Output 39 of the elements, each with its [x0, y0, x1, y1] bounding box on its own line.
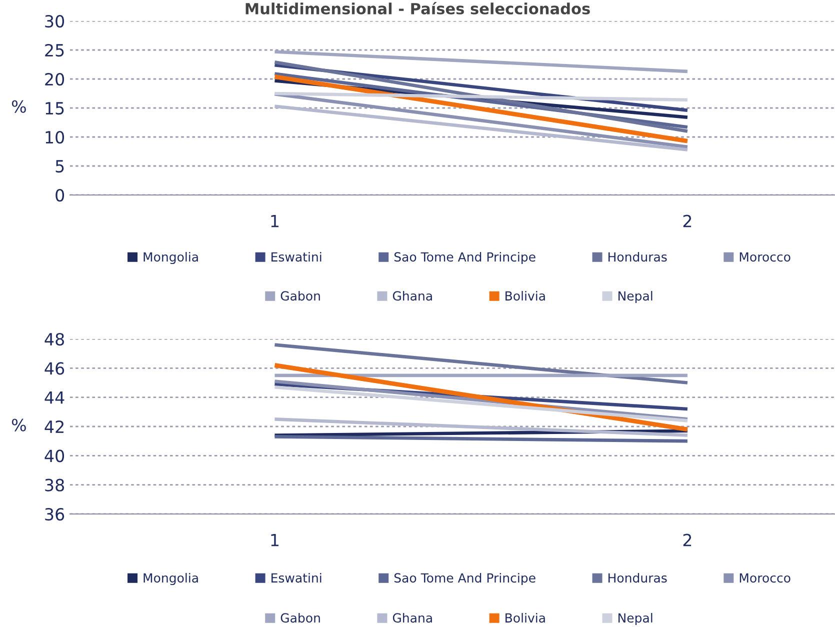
legend-label: Sao Tome And Principe [394, 572, 536, 586]
chart-title: Multidimensional - Países seleccionados [246, 2, 590, 14]
x-tick-label: 1 [271, 534, 278, 546]
y-tick-label: 10 [46, 130, 64, 144]
y-tick-label: 0 [56, 188, 64, 202]
y-tick-label: 15 [46, 102, 64, 115]
y-tick-label: 20 [45, 72, 64, 86]
legend-label: Nepal [618, 612, 652, 626]
legend-label: Bolivia [506, 290, 545, 301]
x-tick-label: 1 [271, 214, 278, 228]
legend-label: Honduras [608, 572, 667, 583]
y-axis-title: % [12, 418, 26, 432]
legend-label: Morocco [740, 252, 790, 262]
y-tick-label: 36 [45, 508, 64, 521]
y-tick-label: 38 [45, 478, 64, 492]
legend-label: Bolivia [506, 612, 545, 623]
legend-label: Honduras [608, 252, 667, 262]
legend-label: Mongolia [144, 572, 198, 586]
x-tick-label: 2 [683, 214, 692, 228]
legend-label: Gabon [280, 612, 320, 623]
legend-label: Ghana [392, 290, 432, 301]
y-tick-label: 46 [44, 362, 64, 375]
x-tick-label: 2 [683, 534, 692, 546]
y-tick-label: 25 [45, 44, 64, 57]
y-tick-label: 48 [44, 332, 64, 346]
y-tick-label: 5 [56, 160, 64, 173]
legend-label: Mongolia [144, 252, 198, 264]
legend-label: Eswatini [272, 572, 322, 583]
legend-label: Gabon [280, 290, 320, 301]
y-axis-title: % [12, 100, 26, 113]
legend-label: Nepal [618, 290, 652, 304]
legend-label: Eswatini [272, 252, 322, 262]
y-tick-label: 40 [44, 450, 64, 462]
legend-label: Ghana [392, 612, 432, 623]
legend-label: Morocco [740, 573, 790, 583]
legend-label: Sao Tome And Principe [394, 252, 536, 264]
y-tick-label: 42 [44, 420, 64, 433]
y-tick-label: 30 [45, 14, 64, 28]
y-tick-label: 44 [44, 392, 64, 404]
